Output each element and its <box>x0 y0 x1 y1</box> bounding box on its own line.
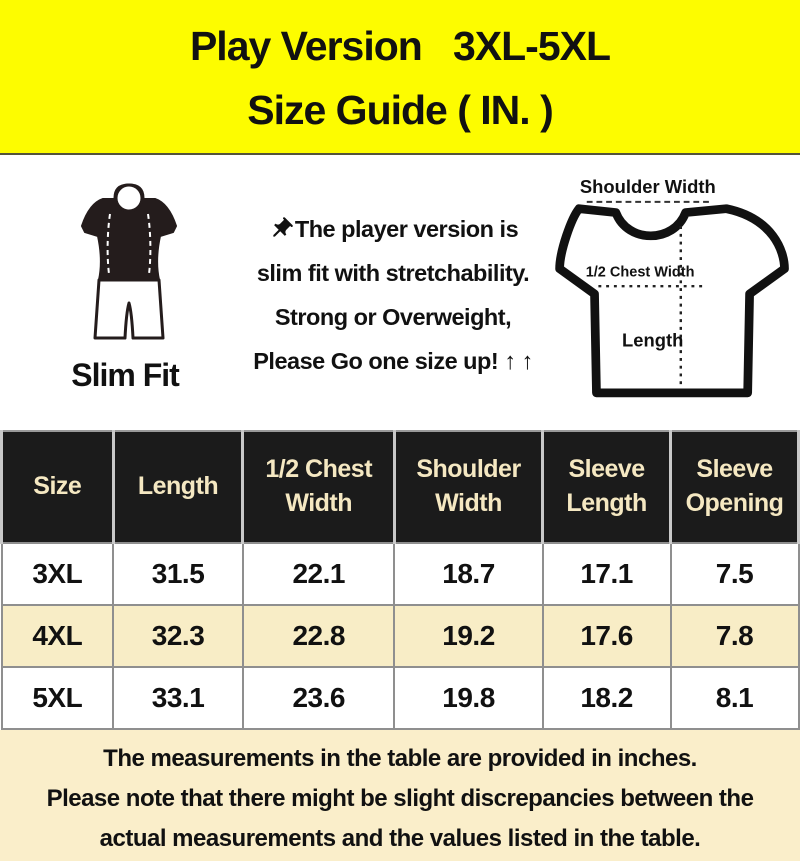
middle-section: Slim Fit The player version is slim fit … <box>0 155 800 430</box>
value-cell: 22.8 <box>241 604 396 668</box>
tshirt-diagram: Shoulder Width 1/2 Chest Width Length <box>555 176 789 398</box>
column-header-sleeve-opening: Sleeve Opening <box>669 430 800 544</box>
value-cell: 23.6 <box>241 666 396 730</box>
chest-width-label: 1/2 Chest Width <box>586 265 695 281</box>
footer-line-1: The measurements in the table are provid… <box>103 745 697 772</box>
note-line-2: slim fit with stretchability. <box>256 260 530 286</box>
value-cell: 19.8 <box>393 666 544 730</box>
value-cell: 7.5 <box>669 542 800 606</box>
size-cell: 3XL <box>0 542 115 606</box>
table-row: 5XL 33.1 23.6 19.8 18.2 8.1 <box>0 666 800 730</box>
figure-shorts <box>93 278 164 340</box>
column-header-chest: 1/2 Chest Width <box>241 430 396 544</box>
value-cell: 19.2 <box>393 604 544 668</box>
length-label: Length <box>622 329 683 350</box>
value-cell: 18.7 <box>393 542 544 606</box>
value-cell: 7.8 <box>669 604 800 668</box>
table-row: 4XL 32.3 22.8 19.2 17.6 7.8 <box>0 604 800 668</box>
footer-line-3: actual measurements and the values liste… <box>99 825 701 852</box>
footer-note: The measurements in the table are provid… <box>0 730 800 861</box>
note-text-1: The player version is <box>294 216 519 242</box>
banner-subtitle: Size Guide ( IN. ) <box>247 86 553 133</box>
value-cell: 31.5 <box>112 542 244 606</box>
column-header-size: Size <box>0 430 115 544</box>
value-cell: 8.1 <box>669 666 800 730</box>
value-cell: 33.1 <box>112 666 244 730</box>
note-line-3: Strong or Overweight, <box>274 304 512 330</box>
banner-title: Play Version 3XL-5XL <box>189 22 611 69</box>
pushpin-icon <box>273 217 293 237</box>
note-line-1: The player version is <box>232 207 554 251</box>
size-table: Size Length 1/2 Chest Width Shoulder Wid… <box>0 430 800 730</box>
value-cell: 18.2 <box>541 666 672 730</box>
shoulder-width-label: Shoulder Width <box>580 176 716 197</box>
column-header-length: Length <box>111 430 245 544</box>
slim-fit-label: Slim Fit <box>71 357 180 393</box>
note-line-4: Please Go one size up! ↑ ↑ <box>253 348 533 374</box>
footer-line-2: Please note that there might be slight d… <box>46 785 754 812</box>
figure-collar <box>114 183 143 213</box>
value-cell: 22.1 <box>241 542 396 606</box>
banner: Play Version 3XL-5XL Size Guide ( IN. ) <box>0 0 800 155</box>
figure-seam-right <box>146 213 151 275</box>
tshirt-outline <box>555 204 789 398</box>
slim-fit-figure: Slim Fit <box>58 181 193 394</box>
table-row: 3XL 31.5 22.1 18.7 17.1 7.5 <box>0 542 800 606</box>
size-cell: 4XL <box>0 604 115 668</box>
figure-seam-left <box>106 213 111 275</box>
value-cell: 17.1 <box>541 542 672 606</box>
value-cell: 17.6 <box>541 604 672 668</box>
value-cell: 32.3 <box>112 604 244 668</box>
column-header-sleeve-length: Sleeve Length <box>541 430 673 544</box>
measurement-diagram: Shoulder Width 1/2 Chest Width Length <box>548 167 800 419</box>
table-header-row: Size Length 1/2 Chest Width Shoulder Wid… <box>0 430 800 544</box>
slim-fit-illustration <box>80 183 177 340</box>
size-cell: 5XL <box>0 666 115 730</box>
column-header-shoulder: Shoulder Width <box>392 430 545 544</box>
fit-note: The player version is slim fit with stre… <box>232 207 554 383</box>
